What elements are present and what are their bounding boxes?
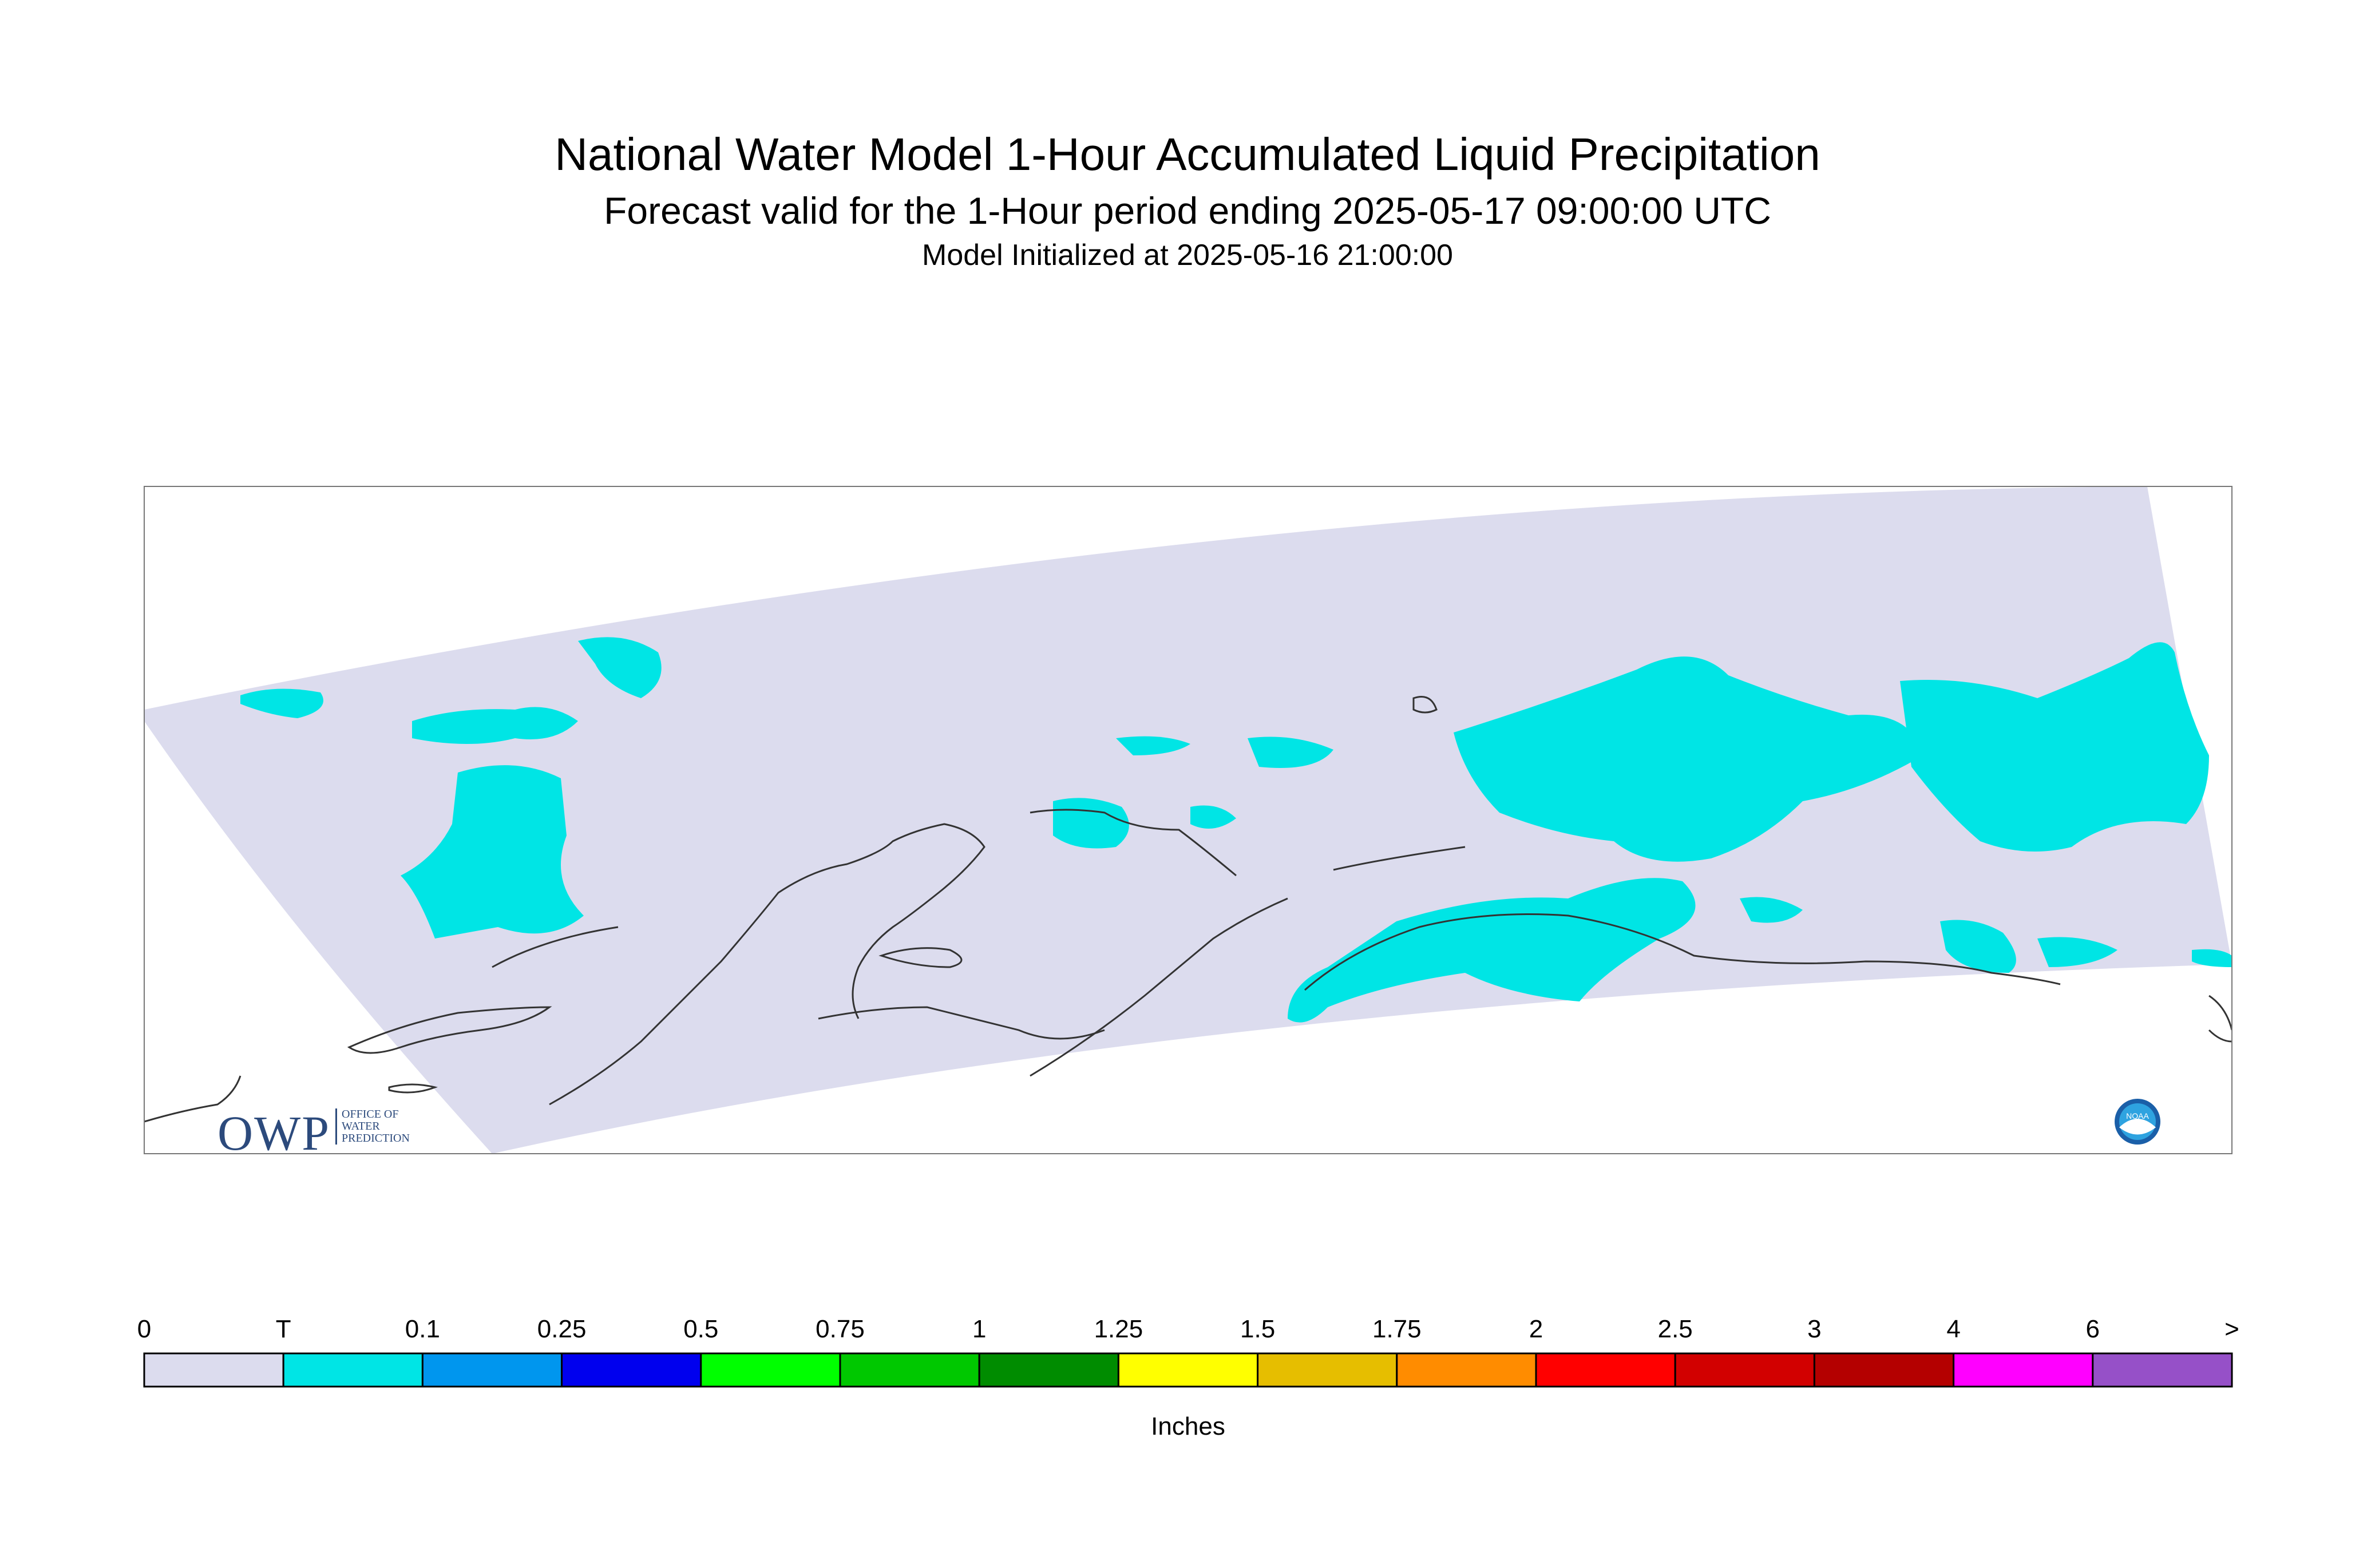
precip-patch [1900,642,2209,852]
legend-tick-label: 2 [1529,1315,1543,1343]
legend-tick-label: 2.5 [1657,1315,1693,1343]
precip-patch [1740,897,1803,923]
precip-patch [2192,949,2232,967]
color-bar-segment [1117,1352,1259,1388]
precip-patch [1940,920,2016,973]
owp-logo: OWP [217,1106,331,1161]
precip-patch [1248,737,1333,768]
precip-patch [1190,805,1236,829]
coastline-path [2208,995,2232,1043]
legend-tick-label: 3 [1807,1315,1822,1343]
color-bar-segment [143,1352,284,1388]
legend-units: Inches [1151,1412,1225,1440]
color-bar-segment [1257,1352,1398,1388]
coastline [144,696,2232,1123]
precip-patch [401,765,584,939]
color-bar-segment [1813,1352,1955,1388]
legend-tick-label: 0 [137,1315,152,1343]
precip-patch [1116,736,1190,755]
precip-patch [2037,937,2117,967]
color-bar-segment [700,1352,841,1388]
legend-tick-label: 0.25 [537,1315,587,1343]
map-border [144,486,2232,1154]
legend-tick-label: 4 [1946,1315,1961,1343]
color-bar-segment [1953,1352,2094,1388]
legend-tick-label: 6 [2085,1315,2100,1343]
model-init-time: Model Initialized at 2025-05-16 21:00:00 [922,239,1453,272]
color-bar-segment [2092,1352,2233,1388]
color-bar-segment [421,1352,563,1388]
coastline-path [1030,809,1237,877]
legend-tick-label: 0.75 [816,1315,865,1343]
owp-logo-line: OFFICE OF [342,1108,399,1120]
precip-patch [1454,656,1923,862]
coastline-path [1333,846,1466,871]
owp-logo-line: WATER [342,1120,380,1133]
coastline-path [1030,897,1288,1077]
legend-tick-label: 1 [972,1315,987,1343]
coastline-path [492,926,619,968]
legend-tick-label: 1.5 [1240,1315,1276,1343]
color-bar-segment [1535,1352,1676,1388]
color-bar-segment [1396,1352,1537,1388]
precip-patch [1053,798,1129,849]
color-bar-segment [561,1352,702,1388]
color-bar-segment [839,1352,980,1388]
precip-patch [1288,878,1696,1023]
coastline-path [1412,696,1438,714]
coastline-path [818,1006,1105,1040]
map-subtitle: Forecast valid for the 1-Hour period end… [604,189,1771,232]
precip-patch [240,688,323,718]
legend-tick-label: 0.5 [683,1315,719,1343]
coastline-path [144,1075,242,1123]
coastline-path [347,1006,552,1054]
precipitation-areas [240,637,2232,1023]
legend-tick-label: > [2224,1315,2239,1343]
model-domain-area [144,486,2232,1154]
color-bar-segment [282,1352,423,1388]
precip-patch [578,637,662,698]
noaa-logo: NOAA [2115,1099,2160,1145]
coastline-path [1304,913,2061,991]
coastline-path [549,823,985,1106]
coastline-path [878,947,963,968]
legend-tick-label: 1.75 [1372,1315,1422,1343]
legend-tick-label: T [275,1315,291,1343]
owp-logo-line: PREDICTION [342,1132,410,1145]
map-title: National Water Model 1-Hour Accumulated … [555,129,1820,180]
color-bar-segment [1674,1352,1815,1388]
color-bar-segment [978,1352,1119,1388]
precip-patch [412,707,578,744]
legend-tick-label: 1.25 [1094,1315,1143,1343]
legend-tick-label: 0.1 [405,1315,440,1343]
owp-logo-subtitle: OFFICE OF WATER PREDICTION [335,1108,410,1145]
noaa-logo-text: NOAA [2126,1111,2149,1120]
color-bar [143,1352,2233,1388]
coastline-path [388,1083,438,1094]
